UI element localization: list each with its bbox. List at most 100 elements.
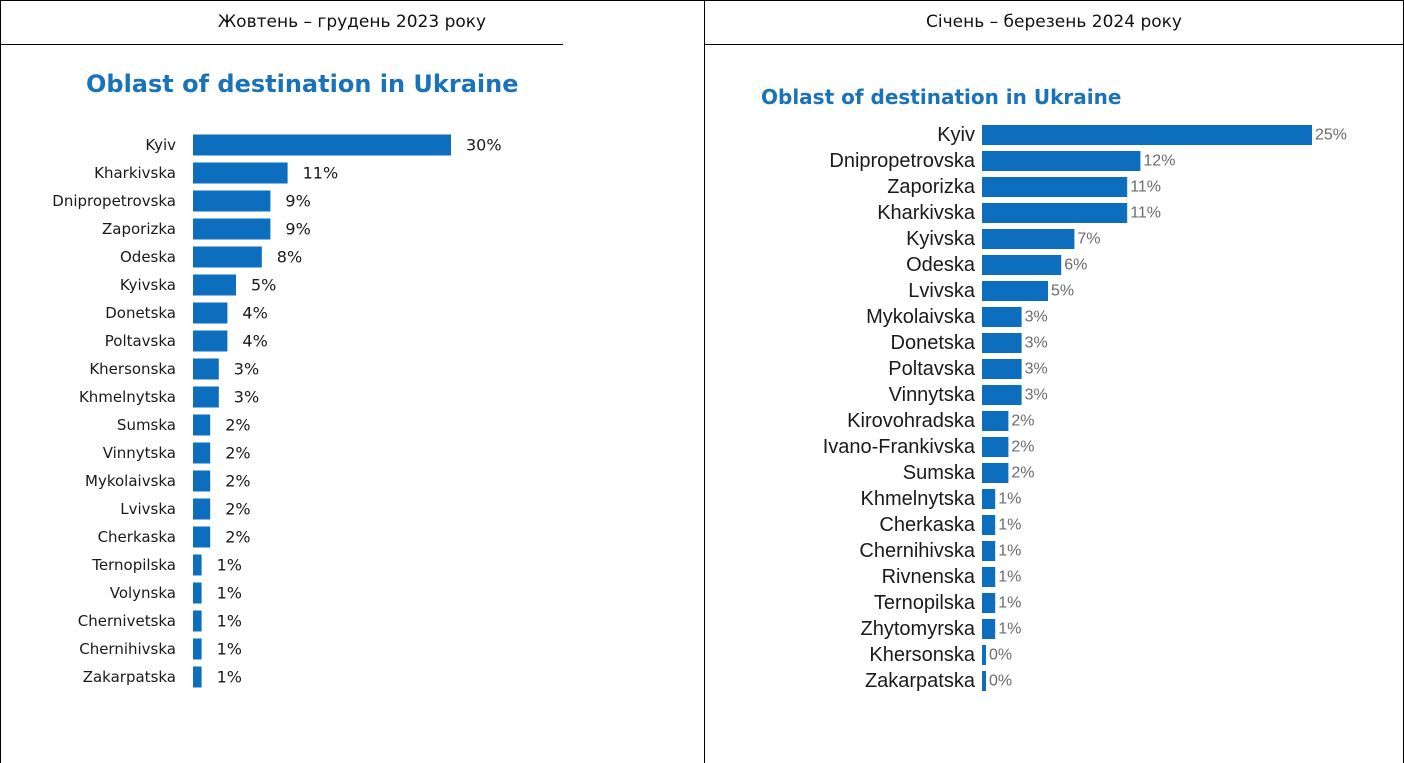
category-label: Dnipropetrovska — [829, 150, 976, 172]
bar — [982, 515, 996, 535]
category-label: Poltavska — [105, 332, 176, 350]
bar-row: Sumska 2% — [117, 414, 251, 436]
value-label: 11% — [1130, 205, 1161, 222]
bar-row: Cherkaska 2% — [98, 526, 251, 548]
bar — [982, 619, 996, 639]
category-label: Lvivska — [120, 500, 176, 518]
value-label: 5% — [1051, 283, 1074, 300]
value-label: 2% — [225, 444, 250, 463]
category-label: Vinnytska — [889, 384, 976, 406]
bar — [982, 567, 996, 587]
category-label: Vinnytska — [103, 444, 176, 462]
table-top-border — [0, 0, 1404, 1]
header-separator-right — [704, 44, 1404, 45]
value-label: 12% — [1143, 153, 1175, 170]
category-label: Kyivska — [120, 276, 176, 294]
bar-row: Cherkaska 1% — [879, 514, 1021, 536]
bar-row: Kharkivska 11% — [877, 202, 1161, 224]
value-label: 7% — [1077, 231, 1100, 248]
bar — [982, 411, 1009, 431]
bar-row: Chernivetska 1% — [78, 610, 242, 632]
bar-row: Volynska 1% — [110, 582, 242, 604]
category-label: Zaporizka — [887, 176, 976, 198]
value-label: 1% — [998, 569, 1021, 586]
bar-row: Rivnenska 1% — [882, 566, 1022, 588]
category-label: Cherkaska — [879, 514, 975, 536]
value-label: 3% — [234, 360, 259, 379]
bar-row: Donetska 4% — [105, 302, 268, 324]
bar-row: Zakarpatska 1% — [83, 666, 242, 688]
category-label: Kirovohradska — [847, 410, 976, 432]
bar — [193, 302, 228, 324]
value-label: 1% — [998, 595, 1021, 612]
category-label: Odeska — [906, 254, 976, 276]
value-label: 2% — [225, 472, 250, 491]
value-label: 0% — [989, 673, 1012, 690]
category-label: Odeska — [120, 248, 176, 266]
category-label: Lvivska — [908, 280, 976, 302]
value-label: 1% — [217, 640, 242, 659]
value-label: 1% — [998, 543, 1021, 560]
bar-row: Kirovohradska 2% — [847, 410, 1034, 432]
value-label: 1% — [217, 556, 242, 575]
value-label: 9% — [285, 220, 310, 239]
category-label: Chernihivska — [859, 540, 975, 562]
value-label: 5% — [251, 276, 276, 295]
value-label: 2% — [225, 500, 250, 519]
category-label: Volynska — [110, 584, 176, 602]
header-right: Січень – березень 2024 року — [926, 12, 1182, 32]
category-label: Khmelnytska — [861, 488, 976, 510]
bar — [982, 463, 1009, 483]
value-label: 1% — [217, 612, 242, 631]
category-label: Zhytomyrska — [861, 618, 976, 640]
category-label: Kyiv — [145, 136, 176, 154]
category-label: Ternopilska — [91, 556, 176, 574]
category-label: Sumska — [117, 416, 176, 434]
value-label: 11% — [303, 164, 339, 183]
value-label: 2% — [1011, 439, 1034, 456]
category-label: Chernihivska — [79, 640, 176, 658]
table-column-divider — [704, 0, 705, 763]
bar-row: Vinnytska 2% — [103, 442, 251, 464]
bar-row: Lvivska 5% — [908, 280, 1074, 302]
bar — [982, 125, 1312, 145]
value-label: 30% — [466, 136, 502, 155]
category-label: Sumska — [903, 462, 976, 484]
category-label: Zaporizka — [102, 220, 176, 238]
category-label: Kyivska — [906, 228, 976, 250]
value-label: 3% — [1025, 309, 1048, 326]
bar-row: Zhytomyrska 1% — [861, 618, 1022, 640]
bar-row: Sumska 2% — [903, 462, 1035, 484]
bar — [982, 489, 996, 509]
value-label: 2% — [225, 416, 250, 435]
bar — [193, 610, 202, 632]
bar — [193, 582, 202, 604]
bar — [982, 255, 1062, 275]
category-label: Khersonska — [89, 360, 176, 378]
bar — [193, 246, 262, 268]
value-label: 4% — [242, 332, 267, 351]
bar — [193, 442, 211, 464]
bar — [193, 470, 211, 492]
bar-row: Kharkivska 11% — [94, 162, 339, 184]
category-label: Mykolaivska — [85, 472, 176, 490]
value-label: 1% — [998, 621, 1021, 638]
category-label: Zakarpatska — [83, 668, 176, 686]
bar-row: Ternopilska 1% — [91, 554, 242, 576]
bar — [982, 307, 1022, 327]
bar — [982, 645, 986, 665]
bar-row: Kyiv 30% — [145, 134, 502, 156]
bar — [982, 333, 1022, 353]
category-label: Poltavska — [888, 358, 976, 380]
bar-row: Kyivska 7% — [906, 228, 1100, 250]
bar-row: Khmelnytska 3% — [79, 386, 259, 408]
value-label: 0% — [989, 647, 1012, 664]
bar-row: Khersonska 3% — [89, 358, 259, 380]
category-label: Mykolaivska — [866, 306, 976, 328]
value-label: 11% — [1130, 179, 1161, 196]
bar — [193, 498, 211, 520]
bar — [193, 218, 271, 240]
bar — [193, 666, 202, 688]
bar — [193, 190, 271, 212]
